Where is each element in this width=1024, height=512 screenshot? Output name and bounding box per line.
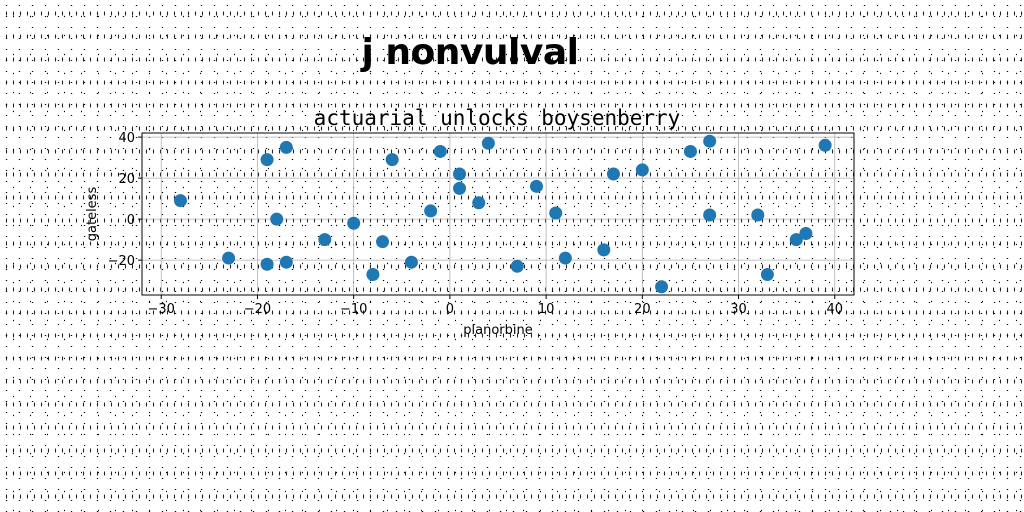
x-axis-label: planorbine: [463, 323, 532, 338]
y-axis-label: gateless: [85, 187, 100, 242]
scatter-point: [260, 257, 274, 271]
scatter-point: [472, 196, 486, 210]
x-tick-label: 20: [634, 302, 651, 317]
scatter-point: [385, 153, 399, 167]
scatter-point: [318, 233, 332, 247]
scatter-point: [279, 255, 293, 269]
scatter-point: [606, 167, 620, 181]
scatter-point: [270, 212, 284, 226]
x-tick-label: 40: [826, 302, 843, 317]
scatter-point: [404, 255, 418, 269]
scatter-point: [222, 251, 236, 265]
axis-ticks: −30 −20 −10 0 10 20 30 40 −20 0 20 40: [108, 131, 843, 317]
scatter-point: [703, 134, 717, 148]
x-tick-label: 0: [446, 302, 454, 317]
scatter-point: [510, 259, 524, 273]
scatter-point: [481, 136, 495, 150]
scatter-point: [366, 267, 380, 281]
scatter-point: [818, 138, 832, 152]
chart-title: actuarial unlocks boysenberry: [314, 106, 681, 130]
scatter-point: [635, 163, 649, 177]
y-tick-label: 20: [118, 172, 135, 187]
y-tick-label: 40: [118, 131, 135, 146]
data-points: [173, 134, 832, 294]
scatter-point: [655, 280, 669, 294]
x-tick-label: 10: [538, 302, 555, 317]
scatter-point: [453, 181, 467, 195]
scatter-point: [260, 153, 274, 167]
grid-lines: [142, 133, 854, 295]
scatter-point: [799, 226, 813, 240]
scatter-point: [751, 208, 765, 222]
chart-suptitle: j nonvulval: [361, 32, 579, 73]
scatter-point: [549, 206, 563, 220]
scatter-point: [453, 167, 467, 181]
scatter-point: [424, 204, 438, 218]
scatter-point: [376, 235, 390, 249]
x-tick-label: 30: [730, 302, 747, 317]
scatter-point: [433, 144, 447, 158]
scatter-point: [279, 140, 293, 154]
plot-frame: [141, 132, 855, 296]
scatter-point: [760, 267, 774, 281]
scatter-point: [529, 179, 543, 193]
scatter-point: [789, 233, 803, 247]
scatter-point: [173, 194, 187, 208]
scatter-point: [558, 251, 572, 265]
x-tick-label: −10: [340, 302, 367, 317]
scatter-point: [683, 144, 697, 158]
scatter-point: [347, 216, 361, 230]
y-tick-label: −20: [108, 254, 135, 269]
x-tick-label: −20: [244, 302, 271, 317]
scatter-point: [703, 208, 717, 222]
x-tick-label: −30: [148, 302, 175, 317]
scatter-point: [597, 243, 611, 257]
y-tick-label: 0: [127, 213, 135, 228]
